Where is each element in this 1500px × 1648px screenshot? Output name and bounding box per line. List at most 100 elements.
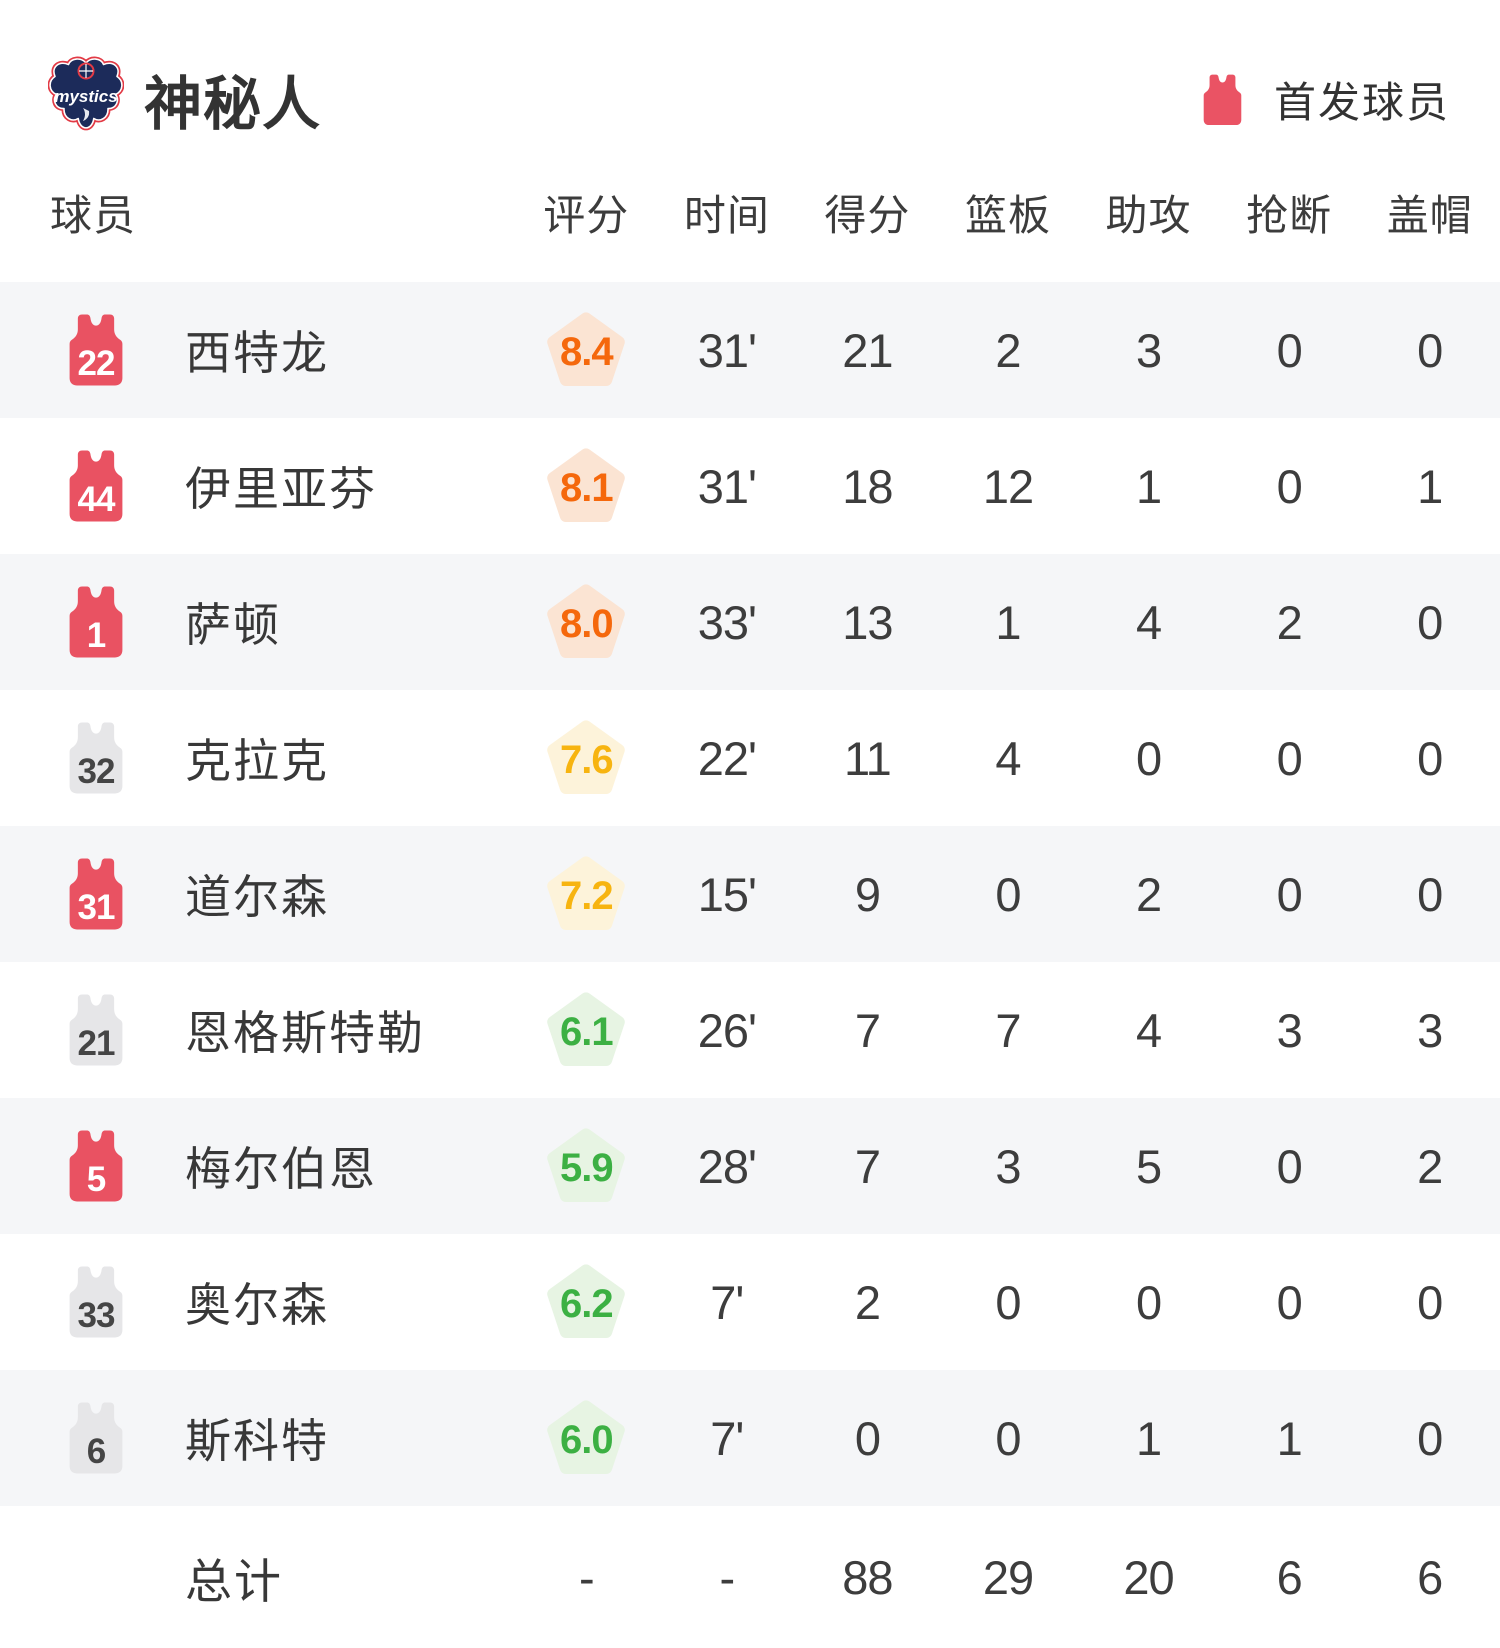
col-header-steals: 抢断 <box>1246 191 1333 239</box>
rating-value: 5.9 <box>559 1146 614 1191</box>
stat-points: 21 <box>842 323 893 377</box>
stat-assists: 1 <box>1135 1411 1162 1465</box>
jersey-icon: 32 <box>63 721 129 795</box>
stat-points: 7 <box>854 1003 881 1057</box>
stat-assists: 0 <box>1135 1275 1162 1329</box>
starter-jersey-icon <box>1199 74 1246 125</box>
totals-rating: - <box>578 1550 595 1604</box>
stat-blocks: 2 <box>1417 1139 1443 1193</box>
stat-blocks: 0 <box>1417 1275 1443 1329</box>
stat-blocks: 0 <box>1417 731 1443 785</box>
player-name: 奥尔森 <box>185 1279 329 1331</box>
stat-rebounds: 2 <box>995 323 1021 377</box>
jersey-number: 33 <box>77 1296 116 1335</box>
player-row[interactable]: 5 梅尔伯恩 5.9 28' 7 3 5 0 2 <box>0 1098 1500 1234</box>
rating-badge: 7.2 <box>546 856 626 932</box>
totals-rebounds: 29 <box>982 1550 1034 1604</box>
player-name: 道尔森 <box>185 871 329 923</box>
stat-time: 26' <box>697 1003 757 1057</box>
stat-rebounds: 4 <box>995 731 1021 785</box>
jersey-icon: 33 <box>63 1265 129 1339</box>
player-row[interactable]: 31 道尔森 7.2 15' 9 0 2 0 0 <box>0 826 1500 962</box>
player-row[interactable]: 32 克拉克 7.6 22' 11 4 0 0 0 <box>0 690 1500 826</box>
jersey-number: 21 <box>77 1024 116 1063</box>
col-header-time: 时间 <box>683 191 770 239</box>
stat-time: 7' <box>710 1275 744 1329</box>
player-row[interactable]: 22 西特龙 8.4 31' 21 2 3 0 0 <box>0 282 1500 418</box>
stat-blocks: 0 <box>1417 323 1443 377</box>
stat-blocks: 0 <box>1417 867 1443 921</box>
jersey-icon: 44 <box>63 449 129 523</box>
player-row[interactable]: 21 恩格斯特勒 6.1 26' 7 7 4 3 3 <box>0 962 1500 1098</box>
starter-legend: 首发球员 <box>1199 69 1450 130</box>
stat-assists: 3 <box>1135 323 1162 377</box>
team-name: 神秘人 <box>144 72 322 137</box>
stat-assists: 4 <box>1135 595 1162 649</box>
stat-points: 7 <box>854 1139 881 1193</box>
jersey-number: 22 <box>77 344 116 383</box>
player-row[interactable]: 6 斯科特 6.0 7' 0 0 1 1 0 <box>0 1370 1500 1506</box>
stat-points: 13 <box>842 595 893 649</box>
rating-value: 8.4 <box>559 330 614 375</box>
player-name: 斯科特 <box>185 1415 329 1467</box>
stat-steals: 0 <box>1276 323 1303 377</box>
col-header-rating: 评分 <box>543 191 630 239</box>
jersey-icon: 5 <box>63 1129 129 1203</box>
stat-points: 11 <box>844 731 892 785</box>
stat-assists: 2 <box>1135 867 1162 921</box>
stat-steals: 0 <box>1276 867 1303 921</box>
stat-points: 18 <box>842 459 893 513</box>
totals-assists: 20 <box>1123 1550 1174 1604</box>
rating-value: 6.0 <box>559 1418 614 1463</box>
rating-badge: 8.0 <box>546 584 626 660</box>
totals-points: 88 <box>842 1550 893 1604</box>
svg-text:mystics: mystics <box>54 87 117 106</box>
stat-blocks: 1 <box>1417 459 1443 513</box>
rating-badge: 6.1 <box>546 992 626 1068</box>
jersey-icon: 22 <box>63 313 129 387</box>
player-row[interactable]: 44 伊里亚芬 8.1 31' 18 12 1 0 1 <box>0 418 1500 554</box>
stat-rebounds: 1 <box>995 595 1021 649</box>
rating-value: 8.1 <box>559 466 614 511</box>
rating-value: 7.2 <box>559 874 614 919</box>
team-logo-mystics: mystics <box>47 56 125 142</box>
jersey-number: 1 <box>86 616 106 655</box>
rating-badge: 6.0 <box>546 1400 626 1476</box>
col-header-blocks: 盖帽 <box>1386 191 1473 239</box>
totals-label: 总计 <box>185 1554 283 1608</box>
rating-badge: 6.2 <box>546 1264 626 1340</box>
player-name: 萨顿 <box>185 599 281 651</box>
stat-time: 31' <box>697 459 757 513</box>
stat-rebounds: 0 <box>995 1275 1021 1329</box>
stat-points: 0 <box>854 1411 881 1465</box>
stat-steals: 2 <box>1276 595 1303 649</box>
stat-steals: 0 <box>1276 1275 1303 1329</box>
player-name: 恩格斯特勒 <box>185 1007 425 1059</box>
player-name: 伊里亚芬 <box>185 463 377 515</box>
stat-assists: 4 <box>1135 1003 1162 1057</box>
stat-steals: 3 <box>1276 1003 1303 1057</box>
stat-points: 9 <box>854 867 881 921</box>
stat-time: 7' <box>710 1411 744 1465</box>
player-name: 克拉克 <box>185 735 329 787</box>
totals-row: 总计 - - 88 29 20 6 6 <box>0 1506 1500 1648</box>
jersey-icon: 21 <box>63 993 129 1067</box>
player-name: 西特龙 <box>185 327 329 379</box>
rating-value: 6.2 <box>559 1282 614 1327</box>
stat-time: 33' <box>697 595 757 649</box>
totals-steals: 6 <box>1276 1550 1303 1604</box>
player-row[interactable]: 1 萨顿 8.0 33' 13 1 4 2 0 <box>0 554 1500 690</box>
stat-rebounds: 7 <box>995 1003 1021 1057</box>
rating-value: 6.1 <box>559 1010 614 1055</box>
stat-time: 28' <box>697 1139 757 1193</box>
col-header-rebounds: 篮板 <box>964 191 1051 239</box>
col-header-player: 球员 <box>50 191 137 239</box>
jersey-icon: 6 <box>63 1401 129 1475</box>
player-name: 梅尔伯恩 <box>185 1143 377 1195</box>
rating-badge: 7.6 <box>546 720 626 796</box>
stat-steals: 0 <box>1276 731 1303 785</box>
stat-blocks: 3 <box>1417 1003 1443 1057</box>
stat-assists: 5 <box>1135 1139 1162 1193</box>
player-row[interactable]: 33 奥尔森 6.2 7' 2 0 0 0 0 <box>0 1234 1500 1370</box>
stat-time: 22' <box>697 731 757 785</box>
